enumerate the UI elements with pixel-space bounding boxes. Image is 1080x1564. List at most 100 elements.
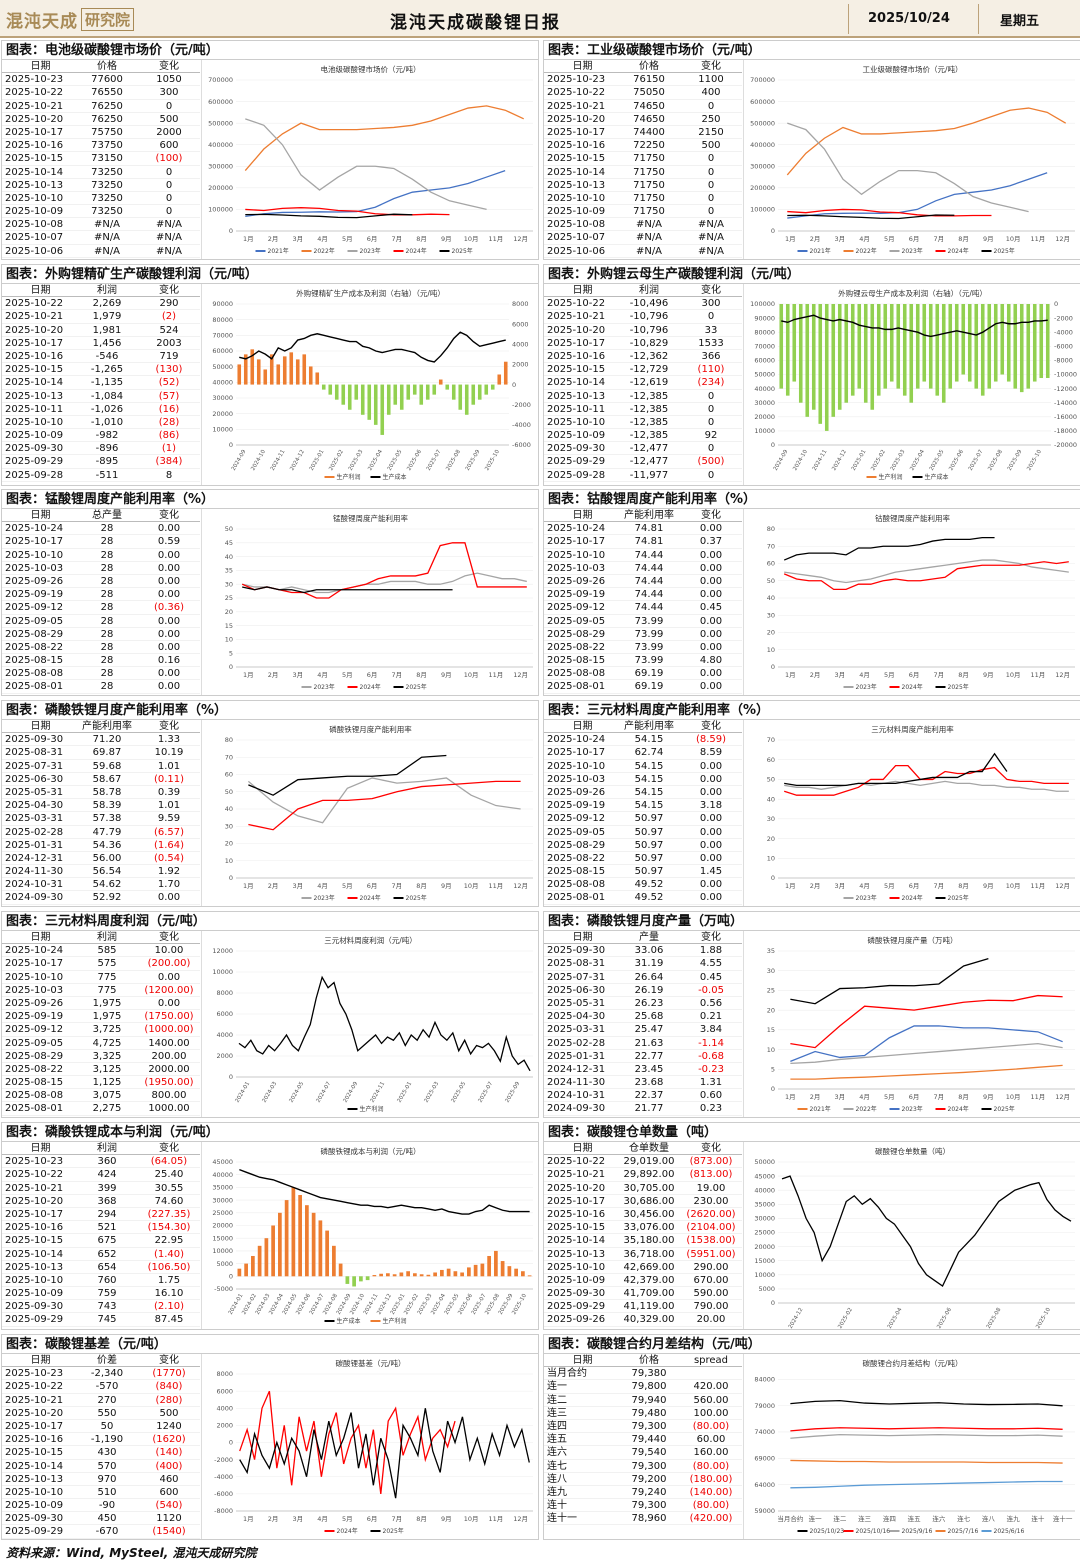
bar [345, 1276, 350, 1284]
y-tick-label: 25 [767, 987, 775, 995]
bar [514, 1268, 518, 1277]
logo-text: 混沌天成 [6, 11, 78, 32]
table-cell: -90 [98, 1500, 116, 1512]
table-cell: 0.00 [699, 562, 723, 574]
x-tick-label: 6月 [367, 671, 378, 679]
table-cell: 654 [97, 1261, 117, 1273]
y-tick-label: 10 [767, 646, 775, 654]
table-cell: 50.97 [634, 813, 664, 825]
table-cell: 2025-10-17 [547, 747, 606, 759]
table-row: 2025-10-13 36,718.00 (5951.00) [544, 1248, 742, 1261]
header-divider [978, 4, 979, 34]
table-cell: 28 [100, 536, 114, 548]
series-line [790, 958, 989, 1005]
series-line [783, 561, 1069, 591]
table-cell: 250 [701, 113, 721, 125]
table-cell: 33,076.00 [623, 1222, 675, 1234]
table-cell: 790.00 [693, 1301, 729, 1313]
column-header: 变化 [701, 932, 721, 943]
table-cell: (540) [155, 1500, 183, 1512]
bar [507, 1266, 512, 1277]
y-tick-label: 10000 [212, 1247, 233, 1255]
table-cell: 590.00 [693, 1288, 729, 1300]
table-cell: 73250 [91, 206, 123, 218]
table-cell: 2025-10-10 [5, 549, 64, 561]
column-header: 日期 [30, 721, 51, 732]
series-line [247, 777, 521, 824]
table-cell: -1,190 [90, 1434, 124, 1446]
x-tick-label: 7月 [934, 671, 945, 679]
chart-panel-p12: 图表：碳酸锂仓单数量（吨） 日期 仓单数量 变化 2025-10-22 29,019.00… [543, 1122, 1080, 1330]
bar [438, 379, 443, 385]
table-row: 2025-10-24 585 10.00 [2, 944, 200, 958]
x-tick-label: 12月 [513, 235, 528, 243]
y-tick-label: 0 [229, 227, 233, 235]
table-cell: 28 [100, 681, 114, 693]
y-tick-label: 90000 [754, 314, 775, 322]
table-row: 2025-10-20 74650 250 [544, 113, 742, 126]
y-tick-label: -8000 [214, 1507, 233, 1515]
table-cell: 743 [97, 1301, 117, 1313]
bar [432, 384, 437, 395]
x-tick-label: 3月 [835, 671, 846, 679]
table-row: 2025-10-13 71750 0 [544, 179, 742, 192]
x-tick-label: 3月 [293, 882, 304, 890]
table-cell: 585 [97, 945, 117, 957]
bar [1019, 304, 1024, 393]
chart-title: 磷酸铁锂月度产量（万吨） [868, 935, 958, 945]
y-tick-label: 35000 [754, 1201, 775, 1209]
table-row: 2025-09-30 -896 (1) [2, 442, 200, 456]
chart-panel-p11: 图表：磷酸铁锂成本与利润（元/吨） 日期 利润 变化 2025-10-23 360 (64.… [1, 1122, 539, 1330]
column-header: 变化 [159, 721, 179, 732]
x-tick-label: 2025-03 [424, 1081, 441, 1104]
bar [909, 304, 914, 403]
table-cell: 2025-10-20 [5, 1195, 64, 1207]
y2-tick-label: 2000 [512, 361, 529, 369]
y2-tick-label: -20000 [1054, 441, 1077, 449]
table-row: 2025-10-10 510 600 [2, 1486, 200, 1500]
table-cell: 2025-10-22 [5, 1169, 64, 1181]
table-cell: 0.00 [157, 589, 181, 601]
x-tick-label: 2025-01 [309, 449, 326, 472]
y-tick-label: 10000 [212, 968, 233, 976]
column-header: 产能利用率 [624, 721, 674, 732]
table-row: 2025-10-13 654 (106.50) [2, 1261, 200, 1274]
table-cell: (0.36) [153, 602, 185, 614]
table-cell: 500 [159, 113, 179, 125]
table-cell: 2025-08-29 [5, 1050, 64, 1062]
bar [379, 1273, 383, 1277]
y-tick-label: 20000 [754, 413, 775, 421]
series-line [790, 1480, 1063, 1489]
table-cell: 2025-09-28 [547, 469, 606, 481]
column-header: 价格 [97, 61, 117, 72]
y-tick-label: 20 [225, 608, 233, 616]
legend-label: 2023年 [314, 683, 335, 691]
table-cell: 2025-10-13 [5, 179, 64, 191]
x-tick-label: 6月 [367, 235, 378, 243]
table-cell: 2025-09-12 [547, 602, 606, 614]
table-cell: (80.00) [692, 1500, 730, 1512]
table-cell: 2025-10-15 [5, 153, 64, 165]
y-tick-label: 12000 [212, 947, 233, 955]
y2-tick-label: 6000 [512, 320, 529, 328]
table-row: 2025-10-20 30,705.00 19.00 [544, 1182, 742, 1195]
table-cell: 2025-08-15 [5, 655, 64, 667]
table-cell: 2025-08-01 [547, 892, 606, 904]
table-cell: 22.37 [634, 1090, 664, 1102]
legend-label: 2024年 [337, 1527, 358, 1535]
table-row: 2025-10-17 74400 2150 [544, 126, 742, 140]
panel-title: 图表：碳酸锂基差（元/吨） [2, 1335, 538, 1354]
series-line [790, 1459, 1063, 1464]
y-tick-label: 700000 [750, 76, 775, 84]
y-tick-label: 5000 [758, 1285, 775, 1293]
table-cell: 92 [704, 430, 718, 442]
y-tick-label: 100000 [750, 300, 775, 308]
bar [948, 304, 953, 389]
chart-title: 三元材料周度利润（元/吨） [324, 935, 417, 945]
table-cell: 47.79 [92, 826, 122, 838]
y2-tick-label: -8000 [1054, 357, 1073, 365]
table-cell: (1950.00) [144, 1077, 194, 1089]
table-row: 2025-04-30 58.39 1.01 [2, 799, 200, 813]
bar [321, 384, 326, 390]
y-tick-label: 25 [225, 594, 233, 602]
